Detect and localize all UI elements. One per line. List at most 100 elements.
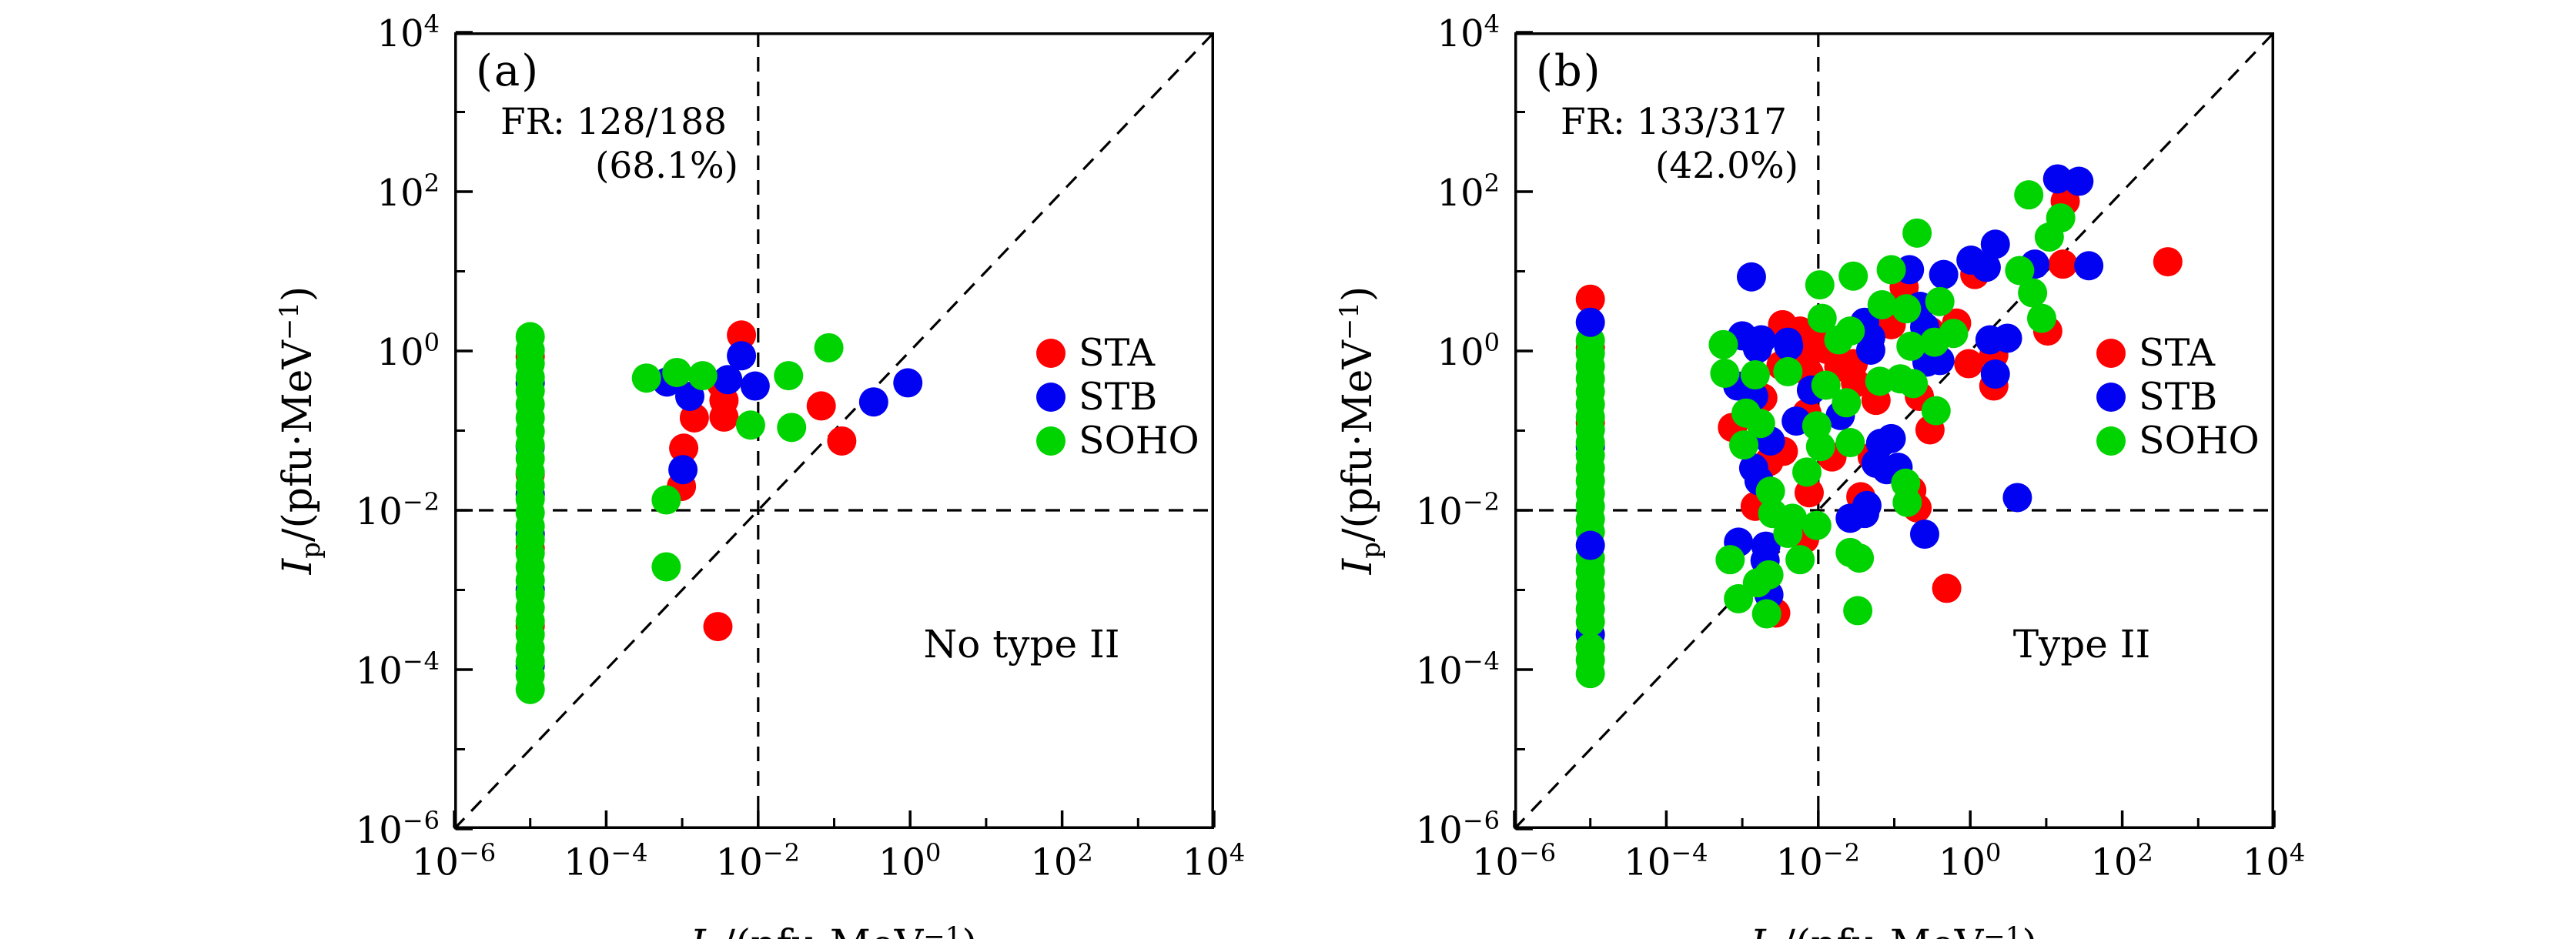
data-point-stb (2074, 251, 2104, 281)
data-point-stb (2002, 483, 2032, 513)
data-point-stb (740, 371, 770, 401)
x-axis-title: Io/(pfu·MeV−1) (690, 921, 977, 939)
data-point-sta (1932, 573, 1962, 603)
y-tick-label: 102 (1437, 169, 1500, 215)
y-tick-label: 104 (376, 9, 440, 55)
data-point-soho (1751, 599, 1781, 629)
data-point-soho (1785, 545, 1815, 575)
data-point-sta (1954, 349, 1984, 379)
data-point-soho (1745, 409, 1775, 439)
panel-b-plot (1513, 31, 2276, 830)
data-point-soho (1724, 583, 1754, 613)
data-point-soho (687, 361, 718, 391)
data-point-soho (1899, 369, 1929, 399)
data-point-stb (858, 387, 888, 417)
data-point-soho (1802, 510, 1832, 540)
data-point-sta (703, 612, 733, 642)
data-point-stb (1980, 359, 2010, 389)
data-point-soho (1755, 476, 1785, 506)
data-point-stb (1850, 499, 1880, 529)
y-tick-label: 100 (376, 328, 440, 374)
legend-label: STB (1079, 375, 1158, 419)
y-tick-label: 10−2 (355, 487, 440, 533)
data-point-soho (651, 485, 681, 515)
panel-b: (b) FR: 133/317 (42.0%) Type II STA STB SO… (1334, 9, 2305, 939)
data-point-stb (1742, 333, 1772, 363)
x-tick-label: 104 (1182, 838, 1246, 884)
panel-a: (a) FR: 128/188 (68.1%) No type II STA ST… (274, 9, 1245, 939)
legend-item-stb: STB (1036, 375, 1199, 419)
data-point-soho (1729, 430, 1759, 460)
column-point-soho (515, 674, 545, 704)
data-point-stb (1855, 335, 1885, 365)
legend-label: SOHO (2139, 419, 2260, 463)
column-point-stb (1575, 307, 1605, 337)
data-point-soho (1835, 428, 1865, 458)
data-point-soho (1710, 358, 1740, 388)
fr-percent: (42.0%) (1655, 145, 1798, 187)
y-tick-label: 10−4 (355, 647, 440, 693)
data-point-stb (1736, 262, 1766, 292)
data-point-soho (1715, 545, 1745, 575)
legend-marker-stb (1036, 382, 1066, 412)
legend-marker-sta (2096, 338, 2126, 368)
region-label: Type II (2012, 622, 2151, 667)
x-tick-label: 104 (2242, 838, 2307, 884)
data-point-soho (651, 552, 681, 582)
legend-marker-soho (1036, 426, 1066, 456)
data-point-soho (814, 332, 844, 363)
legend: STA STB SOHO (1036, 331, 1199, 463)
legend-item-sta: STA (2096, 331, 2260, 375)
y-tick-label: 10−2 (1415, 487, 1500, 533)
x-tick-label: 10−2 (715, 838, 801, 884)
data-point-stb (1929, 259, 1959, 289)
data-point-soho (662, 357, 692, 387)
data-point-soho (1708, 329, 1738, 359)
legend-marker-sta (1036, 338, 1066, 368)
y-tick-label: 10−6 (355, 806, 440, 852)
y-tick-label: 104 (1437, 9, 1500, 55)
data-point-soho (1876, 255, 1906, 285)
legend-label: SOHO (1079, 419, 1199, 463)
data-point-soho (774, 361, 804, 391)
data-point-soho (1902, 218, 1932, 248)
data-point-stb (668, 455, 698, 485)
data-point-stb (893, 368, 923, 398)
legend-item-soho: SOHO (1036, 419, 1199, 463)
y-tick-label: 102 (376, 169, 440, 215)
data-point-soho (1896, 331, 1926, 361)
data-point-soho (2005, 256, 2035, 286)
data-point-soho (1805, 432, 1835, 462)
legend-marker-stb (2096, 382, 2126, 412)
data-point-soho (1845, 543, 1875, 573)
y-axis-title: Ip/(pfu·MeV−1) (273, 286, 327, 575)
data-point-soho (735, 410, 765, 440)
data-point-soho (1773, 356, 1803, 386)
fr-ratio: FR: 128/188 (500, 101, 728, 143)
column-point-sta (1575, 284, 1605, 314)
data-point-sta (806, 391, 836, 421)
panel-a-plot (453, 31, 1216, 830)
x-tick-label: 10−4 (564, 838, 649, 884)
y-tick-label: 10−4 (1415, 647, 1500, 693)
data-point-soho (2014, 180, 2044, 210)
panel-label: (a) (476, 46, 540, 96)
legend-item-stb: STB (2096, 375, 2260, 419)
data-point-soho (1925, 286, 1955, 316)
data-point-soho (1807, 303, 1837, 333)
legend-label: STB (2139, 375, 2218, 419)
data-point-soho (1773, 519, 1803, 549)
fr-percent: (68.1%) (595, 145, 738, 187)
data-point-soho (1832, 388, 1862, 418)
fr-annotation: FR: 128/188 (68.1%) (500, 100, 738, 188)
data-point-stb (2064, 166, 2094, 196)
x-tick-label: 100 (1938, 838, 2002, 884)
data-point-sta (827, 426, 857, 456)
data-point-soho (1843, 596, 1873, 626)
data-point-sta (709, 402, 739, 432)
data-point-sta (669, 433, 699, 463)
fr-ratio: FR: 133/317 (1561, 101, 1788, 143)
data-point-soho (1921, 396, 1951, 426)
data-point-soho (1811, 370, 1841, 400)
x-tick-label: 102 (2090, 838, 2154, 884)
